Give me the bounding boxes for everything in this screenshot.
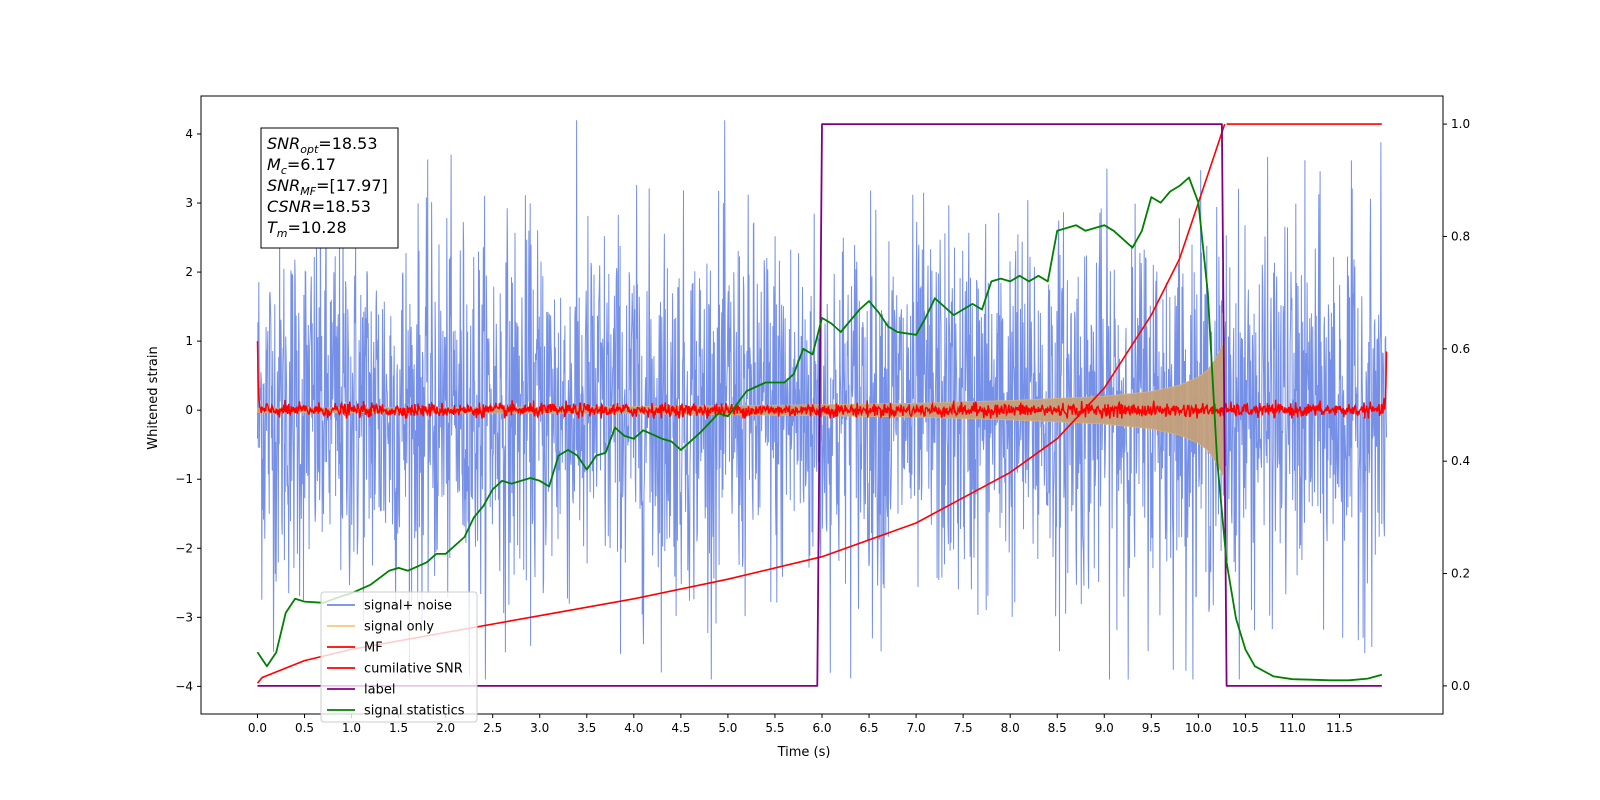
x-tick-label: 5.0 xyxy=(718,721,737,735)
x-axis-label: Time (s) xyxy=(777,745,831,760)
y-tick-label-right: 0.2 xyxy=(1451,567,1470,581)
y-tick-label-left: 3 xyxy=(185,196,193,210)
x-tick-label: 1.0 xyxy=(342,721,361,735)
x-tick-label: 2.0 xyxy=(436,721,455,735)
legend-label: signal+ noise xyxy=(364,599,452,614)
x-tick-label: 6.5 xyxy=(859,721,878,735)
x-tick-label: 9.5 xyxy=(1142,721,1161,735)
annotation-line: SNRMF=[17.97] xyxy=(267,176,388,198)
annotation-line: Tm=10.28 xyxy=(267,218,347,240)
x-tick-label: 1.5 xyxy=(389,721,408,735)
x-tick-label: 4.0 xyxy=(624,721,643,735)
annotation-line: CSNR=18.53 xyxy=(267,197,371,216)
signal-statistics-line xyxy=(256,176,1383,682)
x-tick-label: 11.0 xyxy=(1279,721,1306,735)
x-tick-label: 5.5 xyxy=(765,721,784,735)
annotation-line: Mc=6.17 xyxy=(267,155,336,177)
y-tick-label-right: 0.6 xyxy=(1451,342,1470,356)
annotation-line: SNRopt=18.53 xyxy=(267,134,378,156)
legend-label: MF xyxy=(364,641,383,656)
legend-frame xyxy=(320,591,478,723)
y-tick-label-left: 4 xyxy=(185,127,193,141)
plot-area xyxy=(256,120,1388,687)
x-tick-label: 3.0 xyxy=(530,721,549,735)
y-tick-label-left: −3 xyxy=(175,610,193,624)
y-tick-label-left: −1 xyxy=(175,472,193,486)
x-tick-label: 9.0 xyxy=(1095,721,1114,735)
x-tick-label: 10.5 xyxy=(1232,721,1259,735)
x-tick-label: 0.0 xyxy=(248,721,267,735)
x-tick-label: 8.5 xyxy=(1048,721,1067,735)
x-tick-label: 3.5 xyxy=(577,721,596,735)
y-tick-label-right: 0.8 xyxy=(1451,229,1470,243)
legend-label: signal statistics xyxy=(364,704,465,719)
y-tick-label-left: 1 xyxy=(185,334,193,348)
legend: signal+ noise signal only MF cumilative SNR… xyxy=(320,591,478,723)
y-tick-label-right: 1.0 xyxy=(1451,117,1470,131)
y-tick-label-left: 2 xyxy=(185,265,193,279)
legend-label: signal only xyxy=(364,620,434,635)
x-tick-label: 7.0 xyxy=(907,721,926,735)
y-tick-label-left: −4 xyxy=(175,679,193,693)
annotation-frame xyxy=(260,127,399,249)
y-tick-label-right: 0.4 xyxy=(1451,454,1470,468)
x-tick-label: 10.0 xyxy=(1185,721,1212,735)
x-tick-label: 11.5 xyxy=(1326,721,1353,735)
y-tick-label-left: −2 xyxy=(175,541,193,555)
label-line xyxy=(257,123,1382,687)
axes: 0.0 0.5 1.0 1.5 2.0 2.5 3.0 3.5 4.0 4.5 5.0 5.5 6.0 6… xyxy=(175,95,1470,735)
x-tick-label: 4.5 xyxy=(671,721,690,735)
y-tick-label-right: 0.0 xyxy=(1451,679,1470,693)
mf-line xyxy=(256,341,1388,420)
x-tick-label: 2.5 xyxy=(483,721,502,735)
annotation-box: SNRopt=18.53Mc=6.17SNRMF=[17.97]CSNR=18.… xyxy=(260,127,399,249)
x-tick-label: 0.5 xyxy=(295,721,314,735)
x-tick-label: 7.5 xyxy=(954,721,973,735)
legend-label: cumilative SNR xyxy=(364,662,463,677)
y-tick-label-left: 0 xyxy=(185,403,193,417)
y-axis-label: Whitened strain xyxy=(146,346,161,449)
x-tick-label: 6.0 xyxy=(812,721,831,735)
x-tick-label: 8.0 xyxy=(1001,721,1020,735)
legend-label: label xyxy=(364,683,395,698)
